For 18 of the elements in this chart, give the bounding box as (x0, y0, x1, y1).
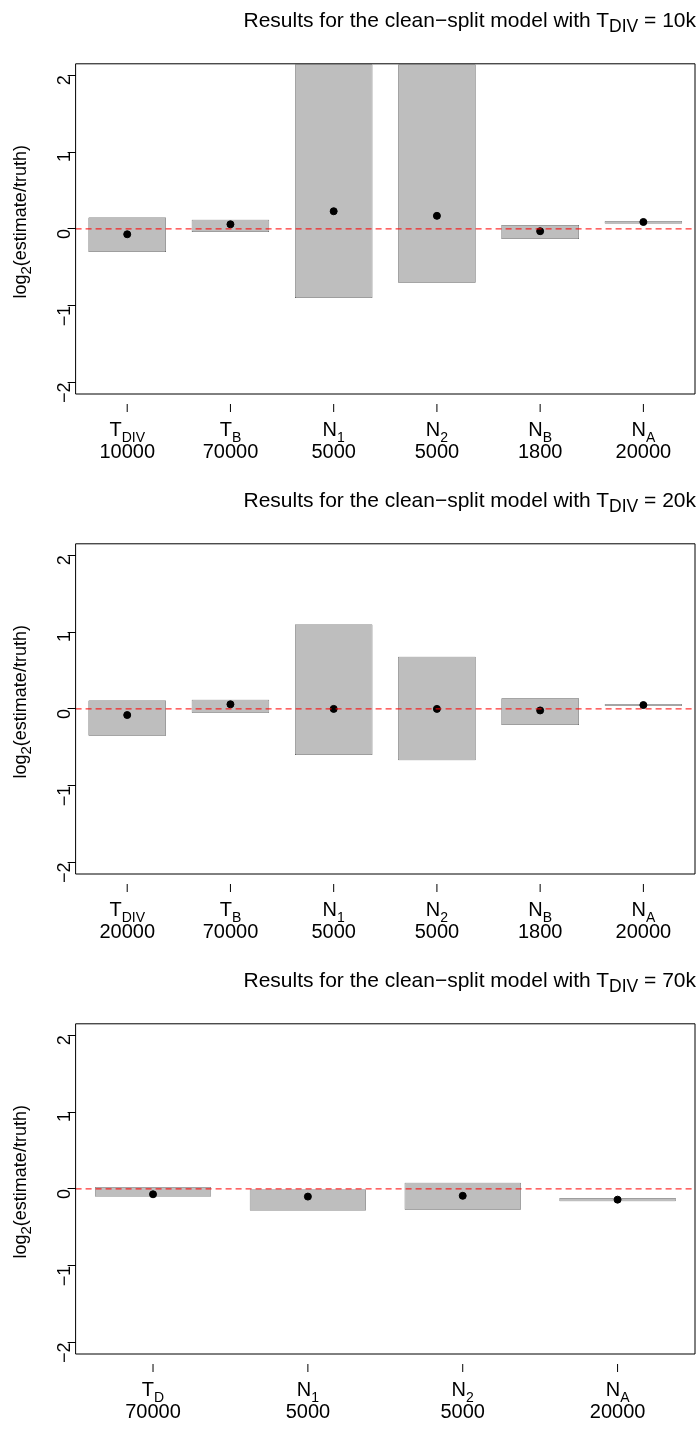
y-tick-label: 2 (53, 555, 74, 566)
y-tick-label: 0 (53, 1188, 74, 1199)
chart-title: Results for the clean−split model with T$_{DIV}$ = 20k (242, 488, 697, 518)
y-tick-label: 2 (53, 75, 74, 86)
y-tick-label: 1 (53, 1112, 74, 1123)
chart-title: Results for the clean−split model with T$_{DIV}$ = 70k (242, 968, 697, 998)
y-tick-label: −1 (53, 305, 74, 327)
y-tick-label: −2 (53, 862, 74, 884)
y-tick-label: −2 (53, 1342, 74, 1364)
y-tick-label: 2 (53, 1035, 74, 1046)
y-tick-label: 0 (53, 708, 74, 719)
y-tick-label: 1 (53, 152, 74, 163)
y-tick-label: 1 (53, 632, 74, 643)
y-tick-label: −2 (53, 382, 74, 404)
y-tick-label: 0 (53, 228, 74, 239)
chart-title: Results for the clean−split model with T$_{DIV}$ = 10k (242, 8, 697, 38)
y-tick-label: −1 (53, 1265, 74, 1287)
y-tick-label: −1 (53, 785, 74, 807)
